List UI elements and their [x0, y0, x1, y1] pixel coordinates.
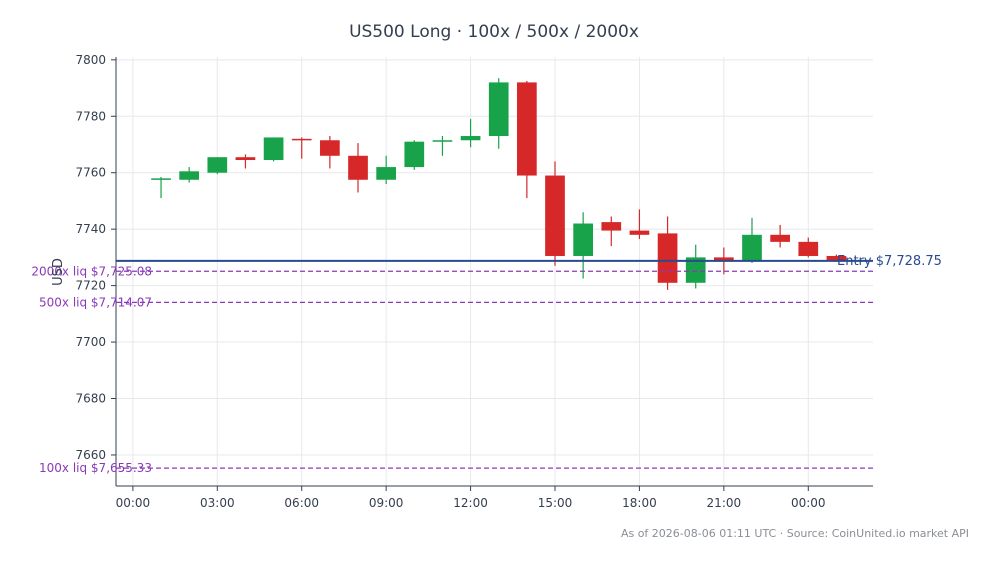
candle-body [235, 157, 256, 161]
x-tick-label: 00:00 [791, 496, 826, 510]
candle-up [685, 244, 706, 289]
candle-down [798, 237, 819, 258]
candle-down [601, 216, 622, 247]
candle-down [235, 154, 256, 169]
candle-body [798, 241, 819, 256]
candle-body [432, 140, 453, 142]
candle-up [179, 167, 200, 183]
candle-body [348, 155, 368, 180]
candle-body [601, 222, 622, 231]
y-axis-label: USD [51, 258, 66, 286]
x-tick-label: 15:00 [538, 496, 573, 510]
footer-source-note: As of 2026-08-06 01:11 UTC · Source: Coi… [621, 527, 969, 540]
candle-body [207, 157, 228, 173]
candle-body [460, 136, 481, 141]
candle-body [263, 137, 284, 161]
x-tick-label: 09:00 [369, 496, 404, 510]
candle-body [685, 257, 706, 283]
candle-down [291, 137, 312, 159]
y-tick-label: 7720 [75, 279, 106, 293]
entry-label: Entry $7,728.75 [837, 254, 942, 269]
x-tick-label: 06:00 [284, 496, 319, 510]
y-tick-label: 7680 [75, 392, 106, 406]
candle-down [545, 161, 565, 266]
y-tick-label: 7660 [75, 448, 106, 462]
chart-title: US500 Long · 100x / 500x / 2000x [349, 22, 639, 42]
candle-body [657, 233, 678, 283]
candle-up [207, 157, 228, 175]
y-tick-label: 7780 [75, 109, 106, 123]
candle-body [179, 171, 200, 180]
candle-body [517, 82, 537, 176]
candle-up [404, 140, 425, 170]
candle-up [742, 217, 762, 264]
candle-down [629, 209, 650, 240]
candle-body [629, 230, 650, 235]
candle-up [263, 137, 284, 162]
candle-body [826, 255, 847, 261]
candle-up [376, 155, 397, 185]
y-tick-label: 7700 [75, 335, 106, 349]
candle-up [460, 119, 481, 148]
candle-body [151, 178, 171, 180]
x-tick-label: 12:00 [453, 496, 488, 510]
candle-body [573, 223, 593, 256]
candle-up [151, 176, 171, 199]
y-tick-label: 7760 [75, 166, 106, 180]
candle-down [517, 80, 537, 199]
axes: 7660 7680 7700 7720 7740 7760 7780 7800 00:00 03:… [75, 53, 873, 510]
candles [151, 78, 847, 290]
liquidation-label: 500x liq $7,714.07 [39, 295, 152, 309]
candle-up [432, 136, 453, 156]
x-tick-label: 21:00 [707, 496, 742, 510]
x-tick-label: 18:00 [622, 496, 657, 510]
candle-up [573, 212, 593, 279]
x-tick-label: 00:00 [116, 496, 151, 510]
candle-down [657, 216, 678, 290]
candle-down [348, 143, 368, 193]
reference-lines: Entry $7,728.75 2000x liq $7,725.08 500x l… [31, 254, 942, 475]
candle-body [291, 138, 312, 141]
candle-body [545, 175, 565, 256]
candle-body [770, 234, 790, 242]
x-tick-label: 03:00 [200, 496, 235, 510]
y-tick-label: 7800 [75, 53, 106, 67]
candle-down [320, 136, 340, 169]
liquidation-label: 100x liq $7,655.33 [39, 461, 152, 475]
candle-body [742, 234, 762, 262]
liquidation-label: 2000x liq $7,725.08 [31, 264, 152, 278]
candle-body [714, 257, 734, 262]
candle-body [488, 82, 509, 137]
candle-body [376, 167, 397, 180]
candle-body [404, 141, 425, 168]
candle-body [320, 140, 340, 156]
candle-down [770, 224, 790, 248]
candle-up [488, 78, 509, 149]
y-tick-label: 7740 [75, 222, 106, 236]
